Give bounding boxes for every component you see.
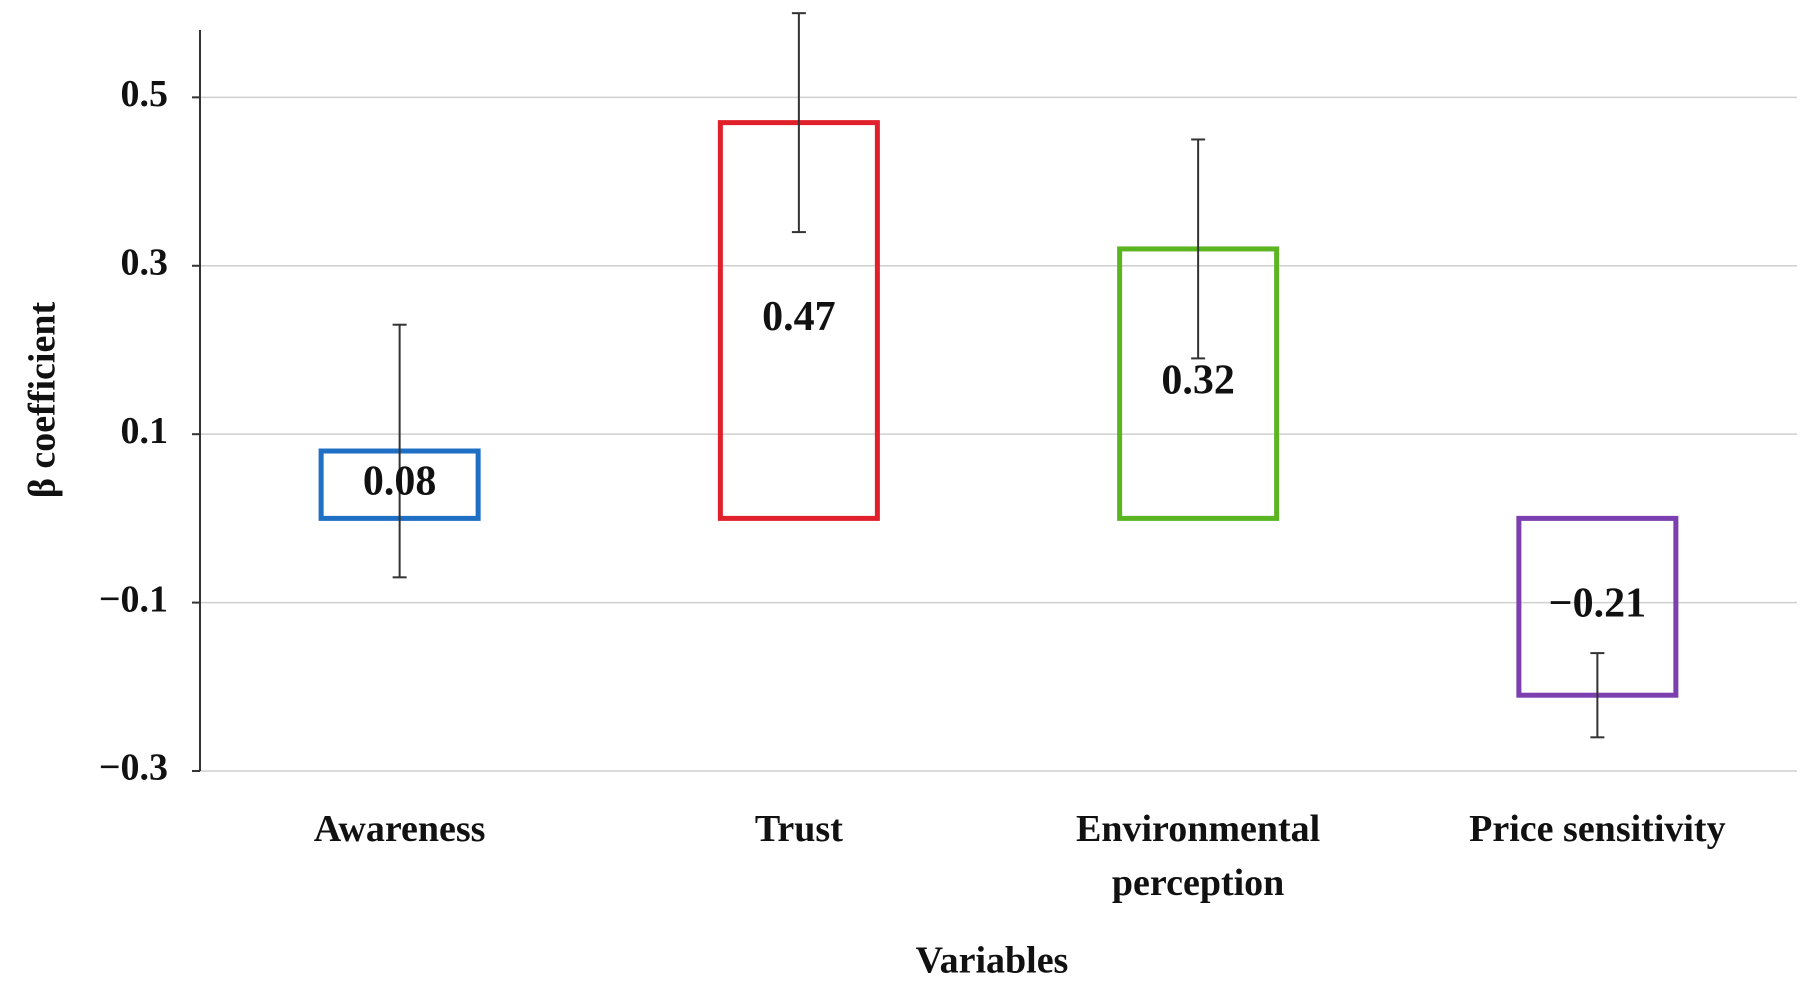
x-tick-label: Price sensitivity <box>1469 808 1726 850</box>
x-tick-label: Trust <box>754 808 843 850</box>
y-tick-label: 0.5 <box>121 73 169 115</box>
y-axis-label: β coefficient <box>22 302 64 499</box>
y-tick-label: −0.1 <box>99 578 168 620</box>
y-tick-label: 0.1 <box>121 410 169 452</box>
x-tick-label: Awareness <box>313 808 486 850</box>
value-label: 0.47 <box>762 294 836 340</box>
y-tick-label: −0.3 <box>99 747 168 789</box>
y-tick-label: 0.3 <box>121 241 169 283</box>
x-axis-label: Variables <box>916 940 1069 982</box>
value-label: 0.32 <box>1161 357 1235 403</box>
value-label: 0.08 <box>363 458 437 504</box>
value-label: −0.21 <box>1549 580 1646 626</box>
x-tick-label: Environmental perception <box>1076 808 1321 904</box>
